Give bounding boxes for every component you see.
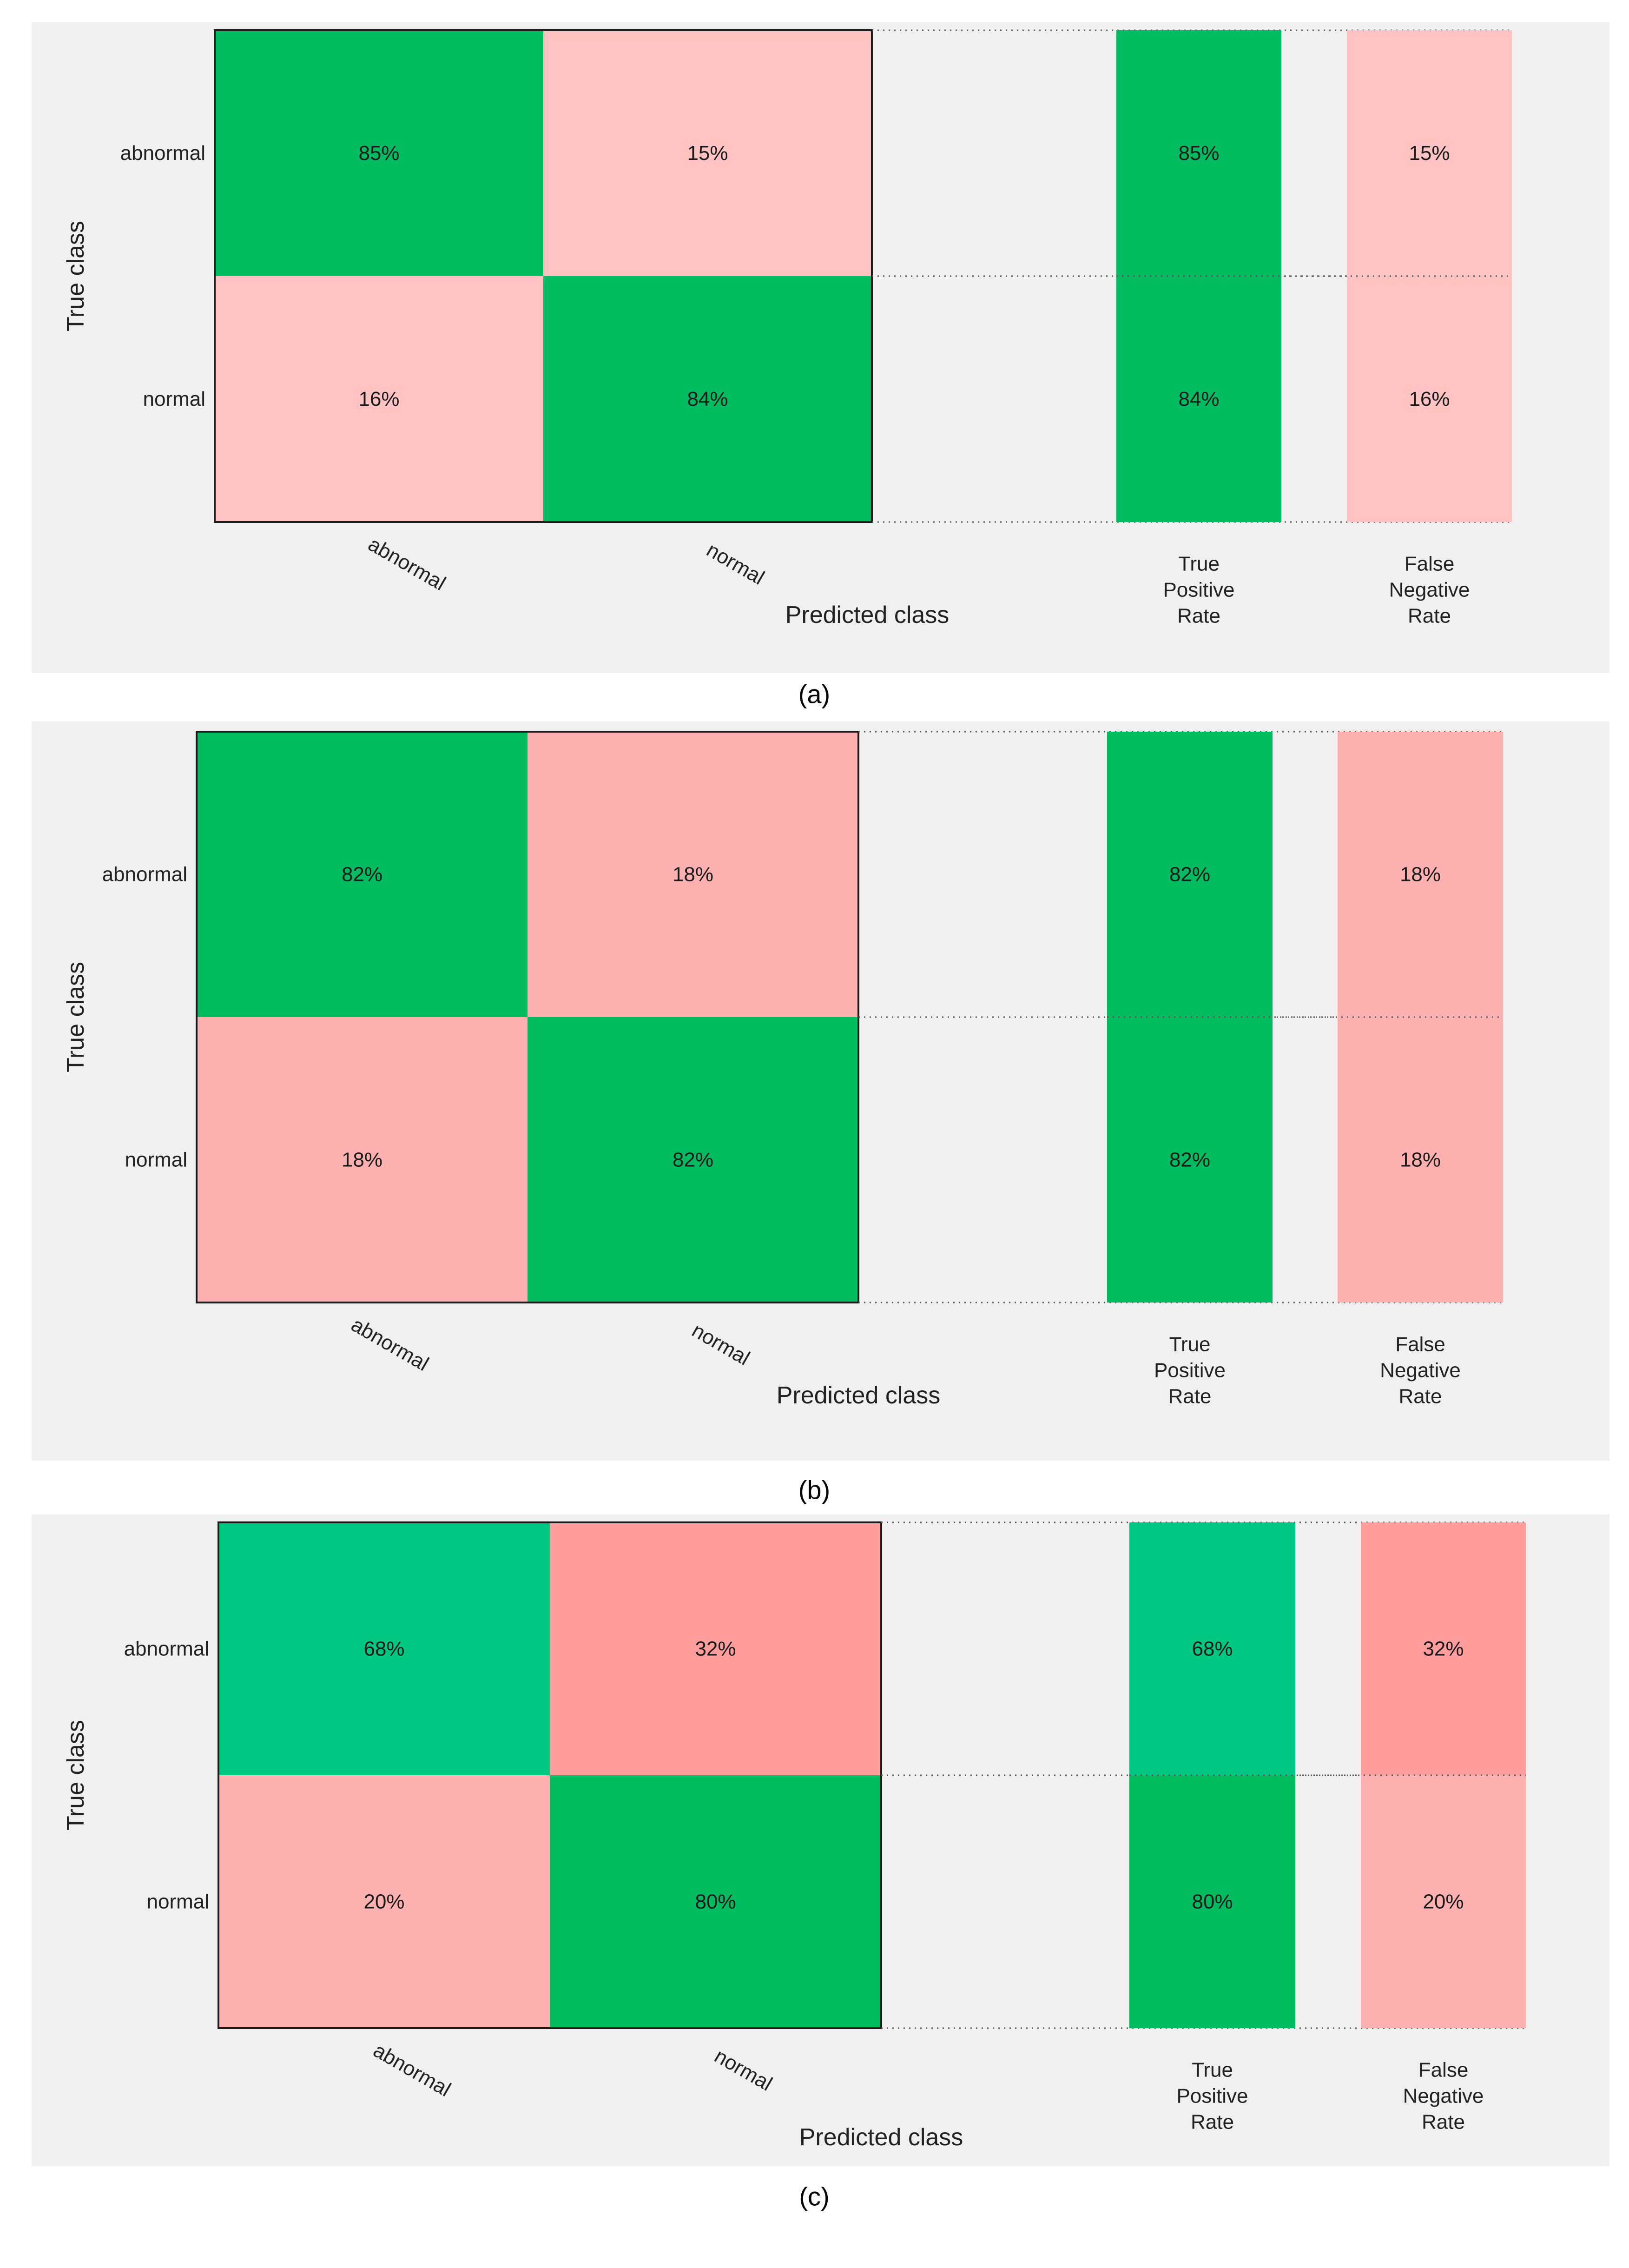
tpr-header: Rate bbox=[1177, 605, 1220, 628]
matrix-cell bbox=[528, 732, 858, 1017]
fnr-header: Negative bbox=[1380, 1359, 1461, 1382]
matrix-cell-value: 16% bbox=[358, 388, 399, 410]
fnr-bar bbox=[1338, 732, 1503, 1017]
fnr-bar bbox=[1347, 30, 1512, 276]
tpr-bar bbox=[1107, 732, 1273, 1017]
x-axis-title: Predicted class bbox=[785, 602, 950, 628]
tpr-value: 82% bbox=[1169, 1149, 1210, 1171]
confusion-panel-b: 82% 18%18% 82%82% 18%82% 18%abnormalnormalab… bbox=[32, 721, 1609, 1461]
panel-caption: (a) bbox=[798, 680, 830, 709]
confusion-panel-c: 68% 32%20% 80%68% 32%80% 20%abnormalnormalab… bbox=[32, 1514, 1609, 2166]
row-label: abnormal bbox=[124, 1638, 209, 1660]
fnr-value: 15% bbox=[1409, 142, 1450, 165]
tpr-header: Rate bbox=[1191, 2111, 1234, 2134]
tpr-header: Positive bbox=[1163, 579, 1234, 602]
tpr-value: 85% bbox=[1178, 142, 1219, 165]
row-label: abnormal bbox=[120, 142, 205, 165]
matrix-cell bbox=[543, 30, 872, 276]
row-label: abnormal bbox=[102, 863, 187, 886]
fnr-value: 18% bbox=[1400, 1149, 1441, 1171]
matrix-cell-value: 18% bbox=[673, 863, 713, 886]
fnr-value: 16% bbox=[1409, 388, 1450, 410]
fnr-header: False bbox=[1395, 1333, 1445, 1356]
fnr-header: Negative bbox=[1389, 579, 1470, 602]
matrix-cell bbox=[215, 276, 543, 522]
matrix-cell bbox=[218, 1522, 550, 1775]
tpr-bar bbox=[1129, 1775, 1295, 2028]
tpr-bar bbox=[1116, 30, 1281, 276]
y-axis-title: True class bbox=[62, 1720, 89, 1831]
fnr-bar bbox=[1338, 1017, 1503, 1303]
tpr-header: Positive bbox=[1154, 1359, 1226, 1382]
matrix-cell-value: 82% bbox=[673, 1149, 713, 1171]
tpr-bar bbox=[1107, 1017, 1273, 1303]
row-label: normal bbox=[125, 1149, 188, 1171]
tpr-value: 82% bbox=[1169, 863, 1210, 886]
y-axis-title: True class bbox=[62, 962, 89, 1072]
matrix-cell-value: 20% bbox=[363, 1891, 404, 1913]
tpr-header: Positive bbox=[1176, 2085, 1248, 2108]
fnr-header: Negative bbox=[1403, 2085, 1484, 2108]
matrix-cell bbox=[528, 1017, 858, 1303]
matrix-cell bbox=[543, 276, 872, 522]
fnr-value: 32% bbox=[1423, 1638, 1464, 1660]
fnr-value: 18% bbox=[1400, 863, 1441, 886]
matrix-cell bbox=[215, 30, 543, 276]
matrix-cell-value: 84% bbox=[687, 388, 728, 410]
matrix-cell-value: 18% bbox=[342, 1149, 383, 1171]
fnr-header: Rate bbox=[1408, 605, 1451, 628]
panel-caption: (c) bbox=[799, 2182, 829, 2211]
tpr-header: True bbox=[1169, 1333, 1211, 1356]
fnr-header: False bbox=[1405, 553, 1455, 575]
tpr-value: 68% bbox=[1192, 1638, 1233, 1660]
x-axis-title: Predicted class bbox=[799, 2124, 963, 2151]
tpr-header: Rate bbox=[1168, 1385, 1212, 1408]
tpr-value: 84% bbox=[1178, 388, 1219, 410]
tpr-header: True bbox=[1178, 553, 1220, 575]
row-label: normal bbox=[143, 388, 206, 410]
row-label: normal bbox=[147, 1891, 210, 1913]
fnr-bar bbox=[1361, 1775, 1526, 2028]
matrix-cell-value: 82% bbox=[342, 863, 383, 886]
matrix-cell bbox=[197, 732, 528, 1017]
matrix-cell-value: 80% bbox=[695, 1891, 736, 1913]
fnr-bar bbox=[1347, 276, 1512, 522]
x-axis-title: Predicted class bbox=[777, 1382, 941, 1409]
fnr-header: Rate bbox=[1399, 1385, 1442, 1408]
panel-caption: (b) bbox=[798, 1475, 830, 1505]
fnr-bar bbox=[1361, 1522, 1526, 1775]
matrix-cell bbox=[218, 1775, 550, 2028]
matrix-cell bbox=[550, 1775, 881, 2028]
fnr-value: 20% bbox=[1423, 1891, 1464, 1913]
matrix-cell bbox=[197, 1017, 528, 1303]
matrix-cell-value: 32% bbox=[695, 1638, 736, 1660]
matrix-cell-value: 68% bbox=[363, 1638, 404, 1660]
matrix-cell-value: 15% bbox=[687, 142, 728, 165]
tpr-value: 80% bbox=[1192, 1891, 1233, 1913]
confusion-panel-a: 85% 15%16% 84%85% 15%84% 16%abnormalnormalab… bbox=[32, 22, 1609, 673]
tpr-header: True bbox=[1192, 2059, 1233, 2082]
tpr-bar bbox=[1116, 276, 1281, 522]
matrix-cell bbox=[550, 1522, 881, 1775]
tpr-bar bbox=[1129, 1522, 1295, 1775]
y-axis-title: True class bbox=[62, 221, 89, 331]
matrix-cell-value: 85% bbox=[358, 142, 399, 165]
fnr-header: Rate bbox=[1422, 2111, 1465, 2134]
fnr-header: False bbox=[1418, 2059, 1469, 2082]
